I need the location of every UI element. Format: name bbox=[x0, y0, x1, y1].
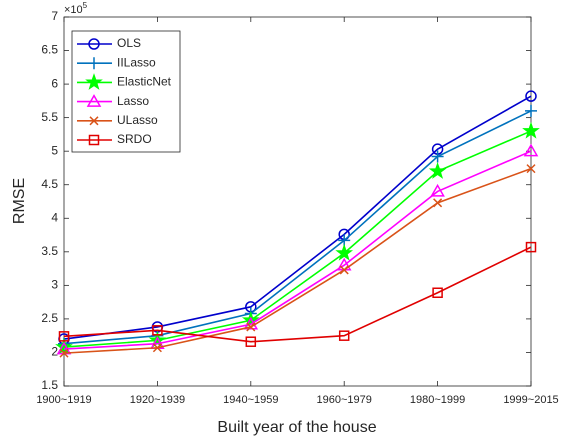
marker bbox=[246, 322, 256, 332]
legend-label: SRDO bbox=[117, 132, 152, 146]
marker bbox=[152, 325, 163, 336]
marker bbox=[523, 143, 539, 157]
legend-marker bbox=[89, 116, 99, 126]
series-line bbox=[63, 110, 532, 345]
legend-label: ULasso bbox=[117, 113, 158, 127]
x-tick-label: 1960~1979 bbox=[317, 394, 372, 406]
marker bbox=[525, 104, 537, 117]
y-multiplier: ×105 bbox=[64, 1, 88, 16]
legend-marker bbox=[85, 73, 103, 90]
marker bbox=[432, 287, 443, 298]
marker bbox=[245, 336, 257, 347]
y-axis-label: RMSE bbox=[11, 178, 28, 224]
y-tick-label: 5.5 bbox=[41, 110, 58, 124]
y-tick-label: 2.5 bbox=[41, 311, 58, 325]
marker bbox=[522, 121, 540, 139]
marker bbox=[338, 330, 350, 341]
y-tick-label: 6 bbox=[51, 76, 58, 90]
x-tick-label: 1900~1919 bbox=[36, 394, 91, 406]
x-axis-label: Built year of the house bbox=[217, 419, 376, 436]
x-tick-label: 1940~1959 bbox=[223, 394, 278, 406]
marker bbox=[59, 348, 69, 358]
marker bbox=[430, 183, 445, 197]
y-tick-label: 3.5 bbox=[41, 244, 58, 258]
legend-marker bbox=[86, 94, 102, 107]
y-tick-label: 5 bbox=[51, 143, 58, 157]
series-line bbox=[63, 95, 532, 340]
y-tick-label: 1.5 bbox=[41, 378, 58, 392]
legend-marker bbox=[88, 57, 100, 70]
series-line bbox=[63, 150, 532, 350]
y-tick-label: 6.5 bbox=[41, 43, 58, 57]
legend-box bbox=[71, 30, 181, 153]
legend-label: ElasticNet bbox=[117, 75, 172, 89]
x-tick-label: 1999~2015 bbox=[503, 394, 558, 406]
marker bbox=[431, 150, 444, 163]
legend-label: OLS bbox=[117, 36, 141, 50]
legend-label: Lasso bbox=[117, 94, 149, 108]
axes-box bbox=[63, 16, 532, 387]
x-tick-label: 1920~1939 bbox=[130, 394, 185, 406]
marker bbox=[525, 90, 537, 102]
y-tick-label: 4.5 bbox=[41, 177, 58, 191]
legend-marker bbox=[88, 38, 100, 50]
marker bbox=[339, 265, 349, 275]
marker bbox=[526, 164, 536, 174]
marker bbox=[58, 331, 70, 342]
x-tick-label: 1980~1999 bbox=[410, 394, 465, 406]
marker bbox=[335, 243, 354, 261]
marker bbox=[152, 343, 162, 353]
y-tick-label: 4 bbox=[51, 210, 58, 224]
y-tick-label: 2 bbox=[51, 345, 58, 359]
marker bbox=[525, 241, 537, 253]
series-line bbox=[63, 246, 532, 343]
series-line bbox=[63, 130, 532, 348]
marker bbox=[433, 198, 443, 208]
y-multiplier-exponent: 5 bbox=[83, 1, 88, 10]
marker bbox=[55, 337, 73, 355]
legend-label: IILasso bbox=[117, 55, 156, 69]
series-line bbox=[63, 167, 532, 354]
marker bbox=[428, 162, 447, 179]
y-tick-label: 3 bbox=[51, 278, 58, 292]
y-tick-label: 7 bbox=[51, 9, 58, 23]
legend-marker bbox=[88, 134, 100, 146]
y-multiplier-base: ×10 bbox=[64, 4, 83, 16]
